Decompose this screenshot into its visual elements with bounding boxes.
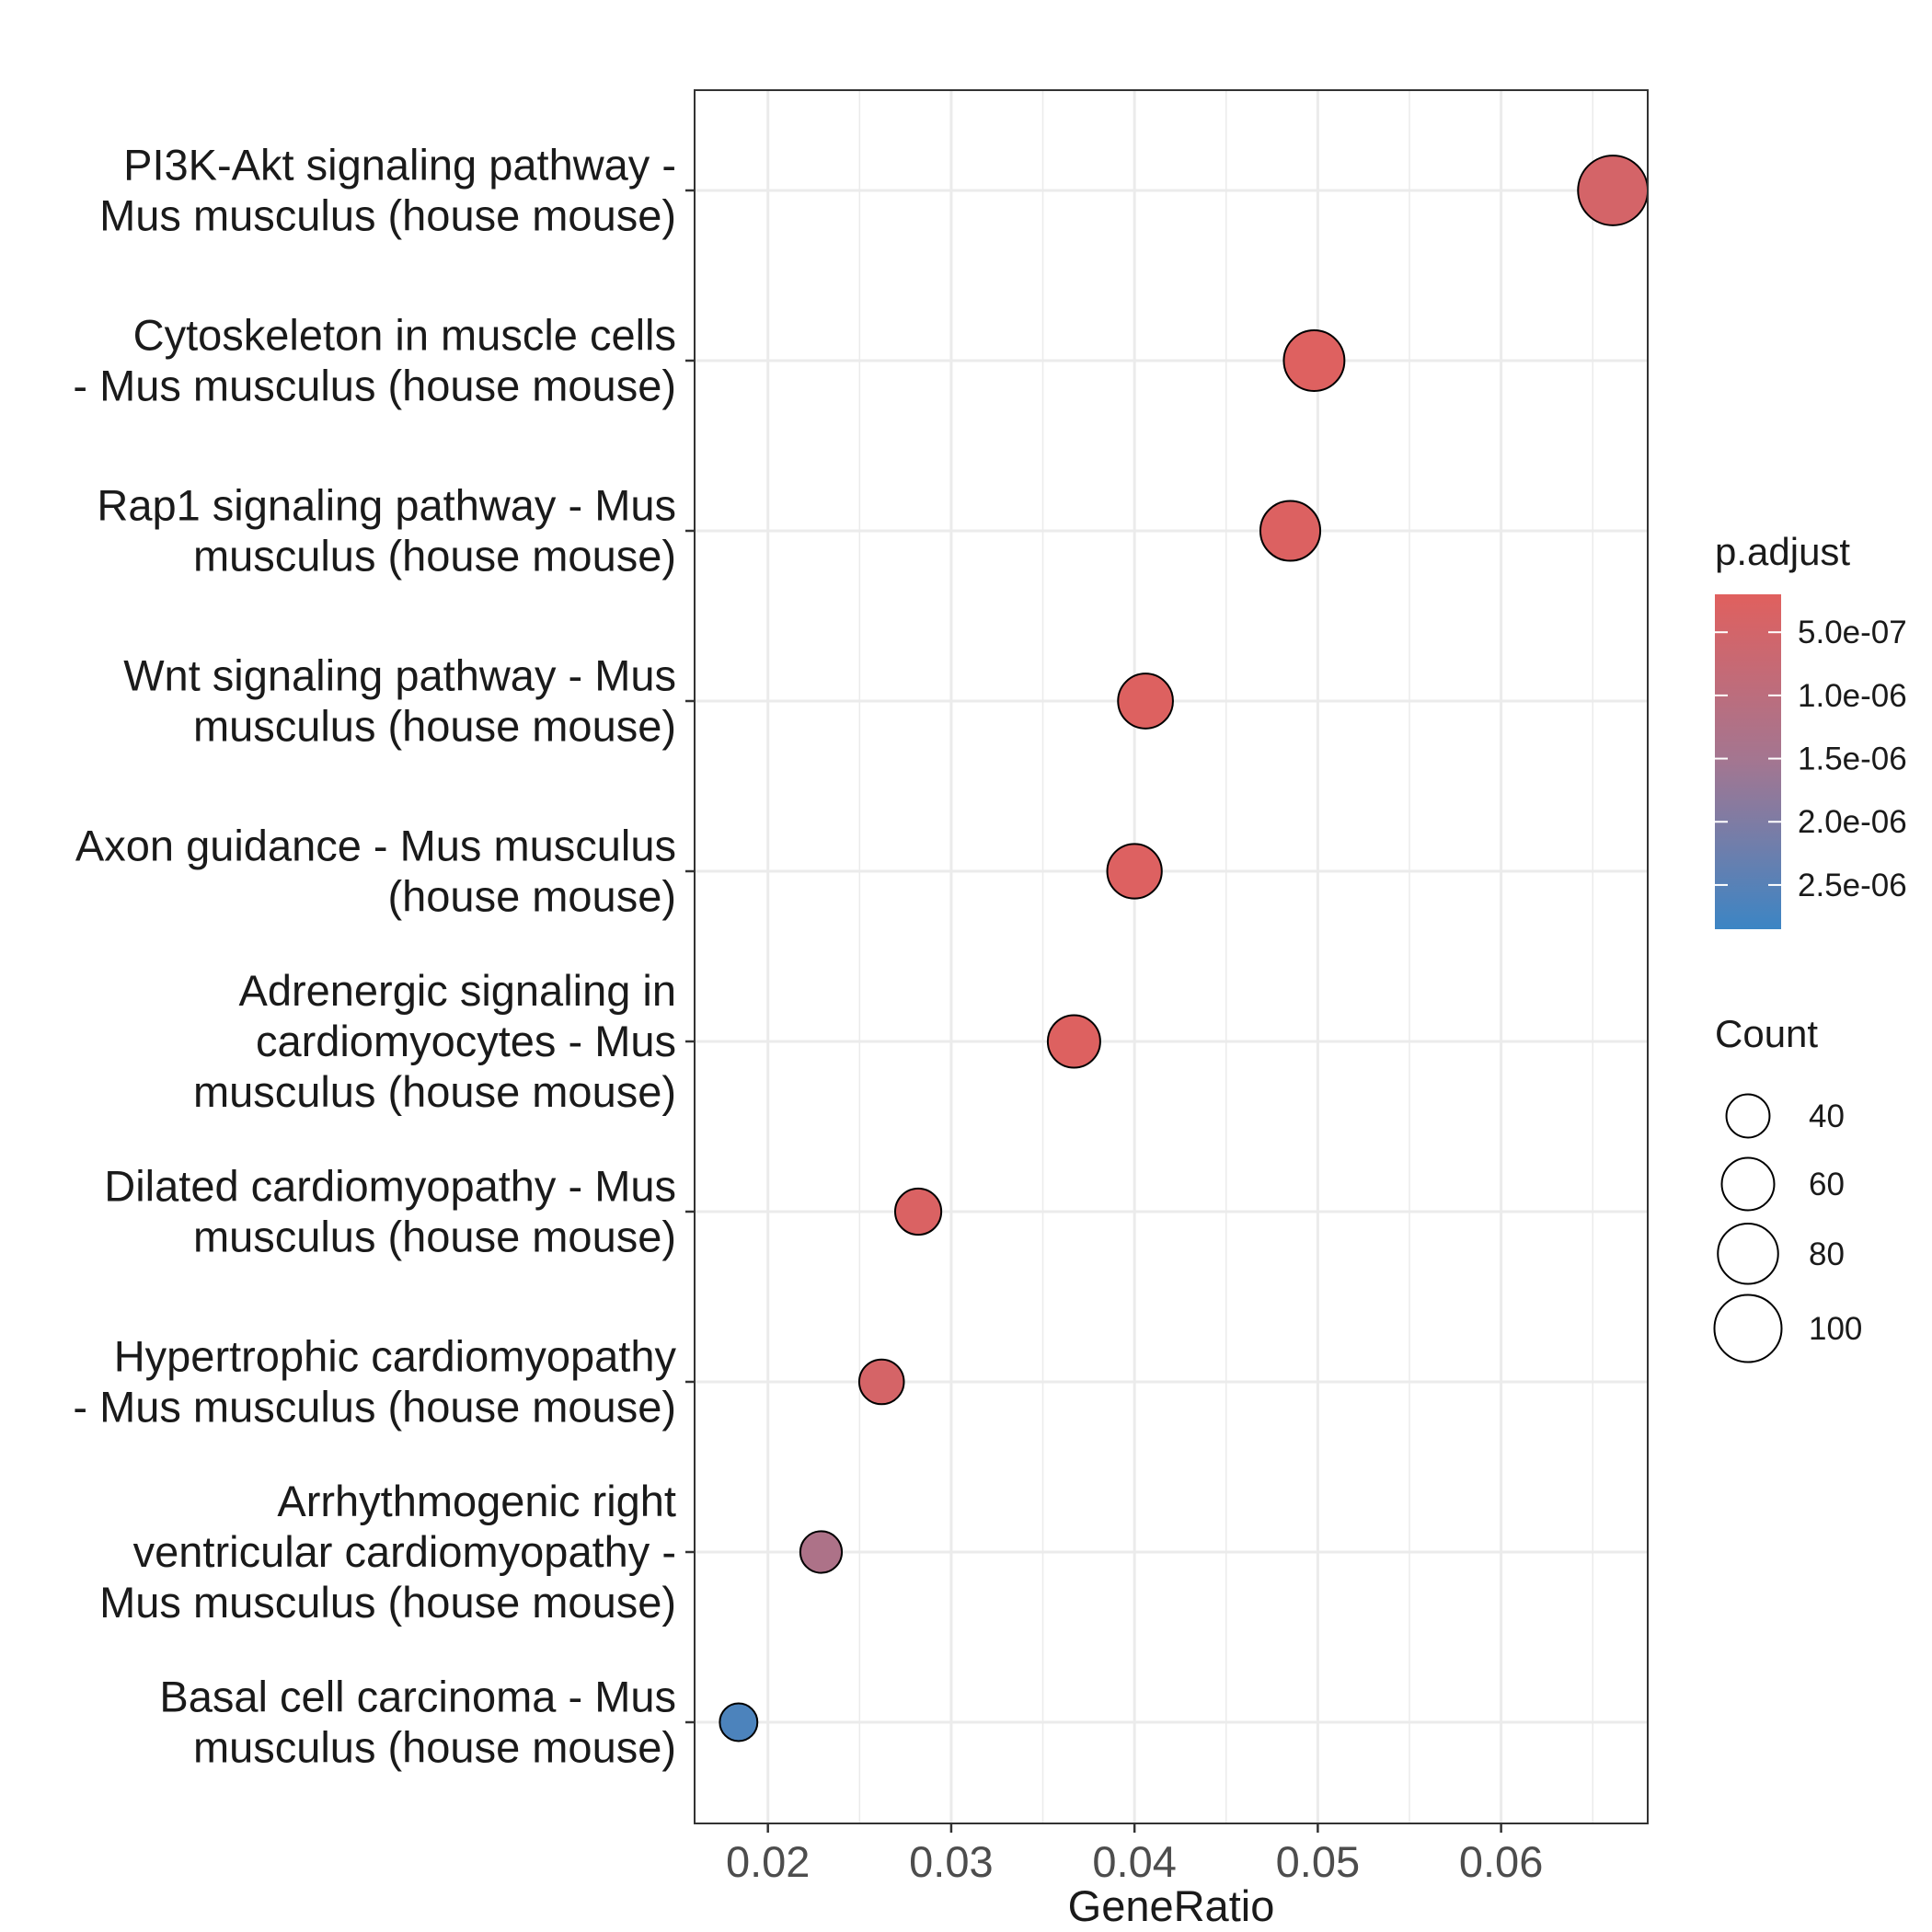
y-tick-label-line: Arrhythmogenic right	[277, 1477, 676, 1525]
colorbar-tick-label: 2.0e-06	[1798, 804, 1907, 840]
y-tick-label-line: musculus (house mouse)	[193, 1067, 676, 1116]
y-tick-label: Basal cell carcinoma - Mus musculus (hous…	[159, 1673, 676, 1772]
data-point	[1106, 843, 1163, 900]
count-legend-title: Count	[1715, 1012, 1818, 1055]
data-point	[857, 1358, 905, 1406]
count-legend-circle	[1717, 1223, 1779, 1285]
y-tick-label: Wnt signaling pathway - Mus musculus (hou…	[123, 651, 676, 751]
x-tick-label: 0.05	[1276, 1837, 1360, 1886]
p-adjust-legend-title: p.adjust	[1715, 530, 1850, 573]
x-axis-title: GeneRatio	[1068, 1881, 1275, 1930]
data-points	[719, 155, 1650, 1742]
panel-border	[694, 89, 1649, 1824]
p-adjust-colorbar	[1715, 594, 1781, 929]
y-tick-label-line: musculus (house mouse)	[193, 1213, 676, 1261]
data-point	[1577, 155, 1650, 226]
y-tick-label-line: Mus musculus (house mouse)	[99, 191, 676, 240]
y-tick-label: Adrenergic signaling in cardiomyocytes - …	[193, 966, 676, 1116]
y-tick-label: Dilated cardiomyopathy - Mus musculus (ho…	[104, 1162, 676, 1261]
y-tick-label: Hypertrophic cardiomyopathy - Mus musculu…	[73, 1332, 676, 1432]
count-legend-label: 60	[1809, 1167, 1845, 1202]
y-tick-label-line: - Mus musculus (house mouse)	[73, 1383, 676, 1432]
y-tick-label-line: Dilated cardiomyopathy - Mus	[104, 1162, 676, 1211]
count-legend-circle	[1725, 1093, 1771, 1139]
count-legend-circle	[1720, 1156, 1776, 1212]
data-point	[1046, 1014, 1101, 1069]
count-legend-label: 80	[1809, 1236, 1845, 1272]
count-legend-label: 100	[1809, 1311, 1862, 1347]
y-tick-label-line: musculus (house mouse)	[193, 532, 676, 581]
y-tick-label: Axon guidance - Mus musculus (house mouse…	[75, 822, 676, 921]
p-adjust-colorbar-ticks: 5.0e-07 1.0e-06 1.5e-06 2.0e-06 2.5e-06	[1715, 615, 1907, 903]
y-tick-label-line: Axon guidance - Mus musculus	[75, 822, 676, 870]
count-legend-keys: 40 60 80 100	[1713, 1093, 1862, 1363]
count-legend-label: 40	[1809, 1098, 1845, 1134]
x-tick-label: 0.06	[1459, 1837, 1543, 1886]
y-tick-label-line: Rap1 signaling pathway - Mus	[97, 481, 676, 530]
y-tick-label-line: (house mouse)	[388, 872, 677, 921]
x-tick-label: 0.04	[1092, 1837, 1176, 1886]
data-point	[893, 1187, 943, 1236]
y-tick-label: Arrhythmogenic right ventricular cardiomy…	[99, 1477, 676, 1627]
colorbar-tick-label: 1.0e-06	[1798, 678, 1907, 714]
colorbar-tick-label: 2.5e-06	[1798, 868, 1907, 903]
y-tick-label-line: Basal cell carcinoma - Mus	[159, 1673, 676, 1721]
data-point	[1117, 673, 1174, 730]
y-tick-label-line: musculus (house mouse)	[193, 702, 676, 751]
y-tick-label-line: Wnt signaling pathway - Mus	[123, 651, 676, 700]
y-tick-label-line: Cytoskeleton in muscle cells	[133, 311, 676, 360]
y-tick-label: PI3K-Akt signaling pathway -Mus musculus…	[99, 141, 676, 240]
y-tick-label-line: Adrenergic signaling in	[238, 966, 676, 1015]
y-tick-label: Rap1 signaling pathway - Mus musculus (ho…	[97, 481, 676, 581]
y-tick-label-line: Hypertrophic cardiomyopathy	[114, 1332, 677, 1381]
x-tick-label: 0.03	[909, 1837, 993, 1886]
y-tick-label-line: - Mus musculus (house mouse)	[73, 362, 676, 410]
y-tick-label-line: PI3K-Akt signaling pathway -	[123, 141, 676, 190]
x-tick-label: 0.02	[726, 1837, 810, 1886]
data-point	[1282, 329, 1346, 392]
y-axis: PI3K-Akt signaling pathway -Mus musculus…	[73, 141, 695, 1772]
p-adjust-legend: p.adjust 5.0e-07 1.0e-06 1.5e-06 2.0e-06 2.5…	[1715, 530, 1907, 929]
count-legend: Count 40 60 80 100	[1713, 1012, 1862, 1363]
data-point	[799, 1530, 844, 1574]
colorbar-tick-label: 5.0e-07	[1798, 615, 1907, 650]
count-legend-circle	[1713, 1294, 1783, 1363]
y-tick-label-line: ventricular cardiomyopathy -	[133, 1527, 676, 1576]
y-tick-label-line: cardiomyocytes - Mus	[256, 1017, 676, 1065]
data-point	[719, 1702, 759, 1742]
data-point	[1259, 500, 1322, 562]
colorbar-tick-label: 1.5e-06	[1798, 742, 1907, 777]
y-tick-label: Cytoskeleton in muscle cells - Mus muscul…	[73, 311, 676, 410]
x-axis: 0.02 0.03 0.04 0.05 0.06	[726, 1823, 1543, 1886]
y-tick-label-line: musculus (house mouse)	[193, 1723, 676, 1772]
y-tick-label-line: Mus musculus (house mouse)	[99, 1578, 676, 1627]
